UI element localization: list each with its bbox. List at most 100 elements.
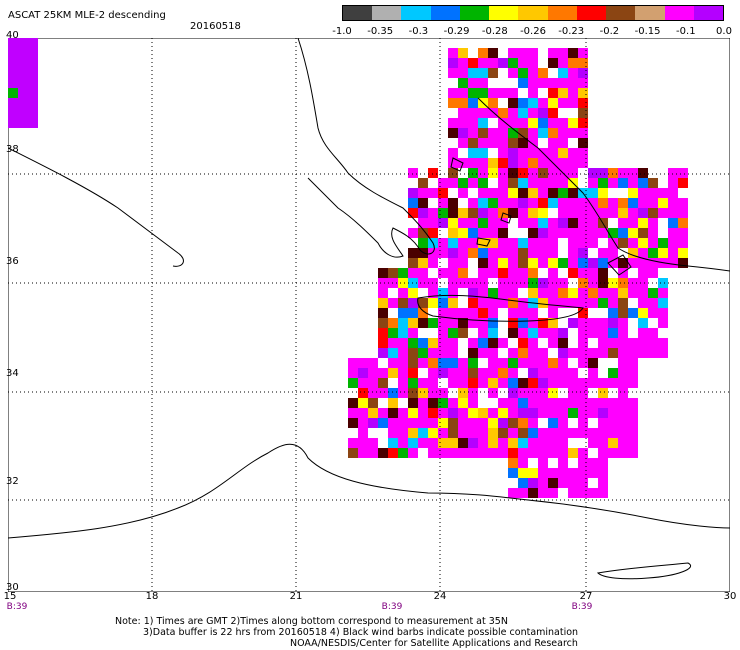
data-cell [518, 268, 528, 278]
data-cell [478, 78, 488, 88]
data-cell [398, 418, 408, 428]
data-cell [398, 388, 408, 398]
data-cell [518, 58, 528, 68]
data-cell [558, 278, 568, 288]
data-cell [468, 398, 478, 408]
data-cell [588, 208, 598, 218]
data-cell [558, 438, 568, 448]
data-cell [528, 258, 538, 268]
data-cell [28, 98, 38, 108]
data-cell [578, 48, 588, 58]
data-cell [418, 188, 428, 198]
data-cell [628, 398, 638, 408]
data-cell [488, 378, 498, 388]
data-cell [358, 388, 368, 398]
data-cell [568, 168, 578, 178]
data-cell [548, 358, 558, 368]
data-cell [528, 288, 538, 298]
data-cell [488, 88, 498, 98]
data-cell [558, 118, 568, 128]
data-cell [478, 48, 488, 58]
data-cell [628, 238, 638, 248]
data-cell [658, 308, 668, 318]
data-cell [498, 298, 508, 308]
data-cell [568, 78, 578, 88]
data-cell [408, 378, 418, 388]
data-cell [438, 368, 448, 378]
data-cell [548, 448, 558, 458]
data-cell [628, 168, 638, 178]
data-cell [518, 128, 528, 138]
data-cell [348, 378, 358, 388]
data-cell [588, 268, 598, 278]
colorbar-label: -0.28 [481, 26, 508, 37]
data-cell [658, 338, 668, 348]
data-cell [518, 108, 528, 118]
data-cell [528, 68, 538, 78]
data-cell [538, 98, 548, 108]
data-cell [388, 438, 398, 448]
data-cell [558, 48, 568, 58]
data-cell [408, 228, 418, 238]
data-cell [478, 318, 488, 328]
data-cell [498, 278, 508, 288]
data-cell [448, 268, 458, 278]
data-cell [458, 138, 468, 148]
data-cell [428, 318, 438, 328]
data-cell [438, 408, 448, 418]
data-cell [408, 318, 418, 328]
data-cell [428, 398, 438, 408]
data-cell [478, 348, 488, 358]
data-cell [368, 358, 378, 368]
data-cell [498, 88, 508, 98]
data-cell [508, 408, 518, 418]
data-cell [578, 408, 588, 418]
data-cell [618, 378, 628, 388]
data-cell [438, 208, 448, 218]
data-cell [578, 288, 588, 298]
data-cell [538, 108, 548, 118]
data-cell [388, 338, 398, 348]
data-cell [578, 428, 588, 438]
data-cell [528, 138, 538, 148]
data-cell [558, 178, 568, 188]
data-cell [528, 378, 538, 388]
data-cell [538, 298, 548, 308]
data-cell [18, 68, 28, 78]
colorbar-segment [518, 6, 548, 20]
data-cell [518, 168, 528, 178]
data-cell [468, 388, 478, 398]
data-cell [568, 188, 578, 198]
data-cell [528, 108, 538, 118]
colorbar-label: -0.1 [676, 26, 696, 37]
data-cell [518, 238, 528, 248]
data-cell [558, 228, 568, 238]
data-cell [358, 408, 368, 418]
data-cell [458, 128, 468, 138]
data-cell [548, 98, 558, 108]
data-cell [498, 138, 508, 148]
data-cell [578, 228, 588, 238]
data-cell [468, 288, 478, 298]
data-cell [598, 188, 608, 198]
data-cell [558, 378, 568, 388]
data-cell [608, 258, 618, 268]
data-cell [418, 208, 428, 218]
data-cell [628, 438, 638, 448]
data-cell [608, 378, 618, 388]
data-cell [418, 428, 428, 438]
data-cell [578, 278, 588, 288]
data-cell [458, 78, 468, 88]
data-cell [488, 428, 498, 438]
data-cell [548, 128, 558, 138]
data-cell [638, 298, 648, 308]
colorbar-segment [489, 6, 519, 20]
data-cell [508, 168, 518, 178]
data-cell [678, 258, 688, 268]
data-cell [428, 448, 438, 458]
data-cell [358, 428, 368, 438]
data-cell [408, 448, 418, 458]
data-cell [488, 48, 498, 58]
data-cell [558, 478, 568, 488]
data-cell [578, 118, 588, 128]
